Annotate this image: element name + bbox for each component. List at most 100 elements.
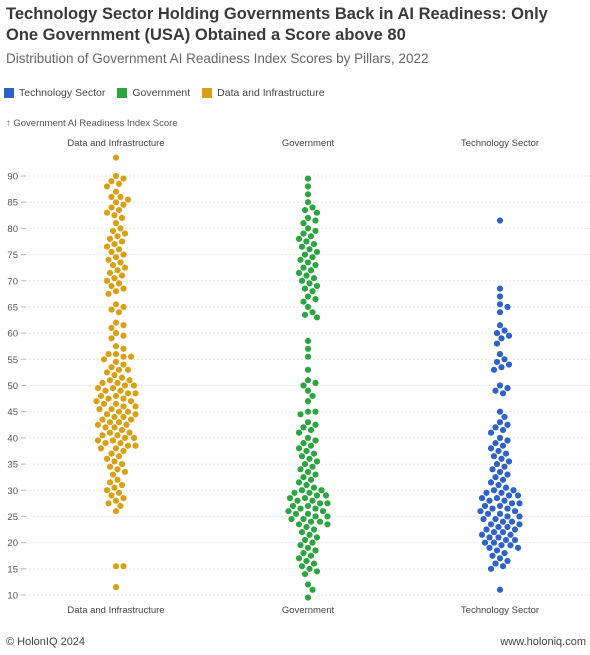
data-point	[111, 413, 118, 421]
data-point	[102, 440, 109, 447]
data-point	[294, 497, 301, 504]
data-point	[112, 400, 120, 407]
data-point	[300, 424, 307, 431]
data-point	[285, 508, 292, 515]
data-point	[508, 518, 516, 525]
data-point	[111, 484, 118, 491]
data-point	[97, 445, 105, 452]
data-point	[492, 474, 499, 481]
data-point	[504, 513, 511, 520]
data-point	[112, 301, 120, 308]
data-point	[304, 337, 312, 345]
data-point	[502, 484, 510, 491]
data-point	[508, 500, 516, 507]
data-point	[312, 421, 319, 428]
y-tick-label: 70	[7, 276, 18, 287]
data-point	[295, 555, 303, 562]
legend-item-data-infrastructure[interactable]: Data and Infrastructure	[202, 87, 325, 99]
data-point	[304, 398, 312, 405]
data-point	[306, 246, 313, 253]
data-point	[312, 295, 319, 303]
data-point	[301, 460, 309, 468]
data-point	[297, 466, 304, 473]
data-point	[288, 515, 295, 523]
data-point	[118, 460, 126, 468]
data-point	[108, 492, 115, 499]
data-point	[121, 382, 129, 389]
y-tick-label: 80	[7, 224, 18, 235]
data-point	[313, 248, 321, 256]
data-point	[120, 403, 127, 410]
data-point	[99, 379, 106, 386]
data-point	[109, 437, 117, 444]
data-point	[499, 563, 507, 570]
data-point	[111, 212, 118, 219]
data-point	[313, 458, 321, 465]
data-point	[120, 175, 127, 182]
data-point	[115, 408, 123, 415]
data-point	[102, 424, 109, 431]
data-point	[112, 350, 120, 358]
data-point	[115, 309, 123, 316]
data-point	[298, 453, 306, 460]
data-point	[306, 565, 313, 572]
category-label-top: Data and Infrastructure	[67, 138, 164, 149]
data-point	[505, 332, 513, 339]
data-point	[298, 277, 306, 284]
data-point	[307, 426, 315, 434]
category-label-top: Government	[282, 138, 335, 149]
data-point	[120, 395, 127, 402]
data-point	[489, 505, 496, 512]
data-point	[489, 466, 496, 473]
data-point	[511, 536, 519, 544]
data-point	[304, 225, 312, 232]
data-point	[108, 282, 115, 290]
data-point	[301, 570, 309, 578]
data-point	[487, 429, 495, 436]
data-point	[120, 322, 127, 329]
data-point	[496, 217, 504, 224]
category-label-bottom: Technology Sector	[461, 605, 539, 616]
y-tick-label: 55	[7, 355, 18, 366]
data-point	[120, 201, 127, 208]
data-point	[477, 508, 484, 515]
data-point	[496, 309, 504, 316]
data-point	[106, 463, 114, 470]
data-point	[109, 471, 117, 478]
y-tick-label: 65	[7, 302, 18, 313]
y-tick-label: 20	[7, 538, 18, 549]
data-point	[105, 350, 112, 358]
data-point	[304, 544, 312, 551]
legend-item-technology-sector[interactable]: Technology Sector	[4, 87, 105, 99]
data-point	[310, 275, 318, 282]
data-point	[304, 345, 312, 352]
data-point	[499, 426, 507, 434]
data-point	[496, 586, 504, 593]
data-point	[109, 227, 117, 235]
data-point	[307, 552, 315, 559]
data-point	[297, 542, 304, 549]
data-point	[123, 421, 130, 428]
y-tick-label: 85	[7, 198, 18, 209]
website-link[interactable]: www.holoniq.com	[500, 636, 586, 648]
data-point	[310, 526, 318, 533]
data-point	[120, 285, 127, 292]
data-point	[496, 350, 504, 358]
data-point	[301, 206, 309, 214]
data-point	[112, 154, 120, 161]
data-point	[514, 544, 522, 551]
data-point	[115, 453, 123, 460]
legend-item-government[interactable]: Government	[117, 87, 190, 99]
data-point	[496, 419, 504, 426]
data-point	[103, 209, 111, 216]
data-point	[111, 371, 118, 379]
data-point	[490, 453, 498, 460]
data-point	[490, 539, 498, 546]
data-point	[306, 489, 313, 496]
data-point	[115, 246, 123, 253]
data-point	[496, 382, 504, 389]
data-point	[307, 518, 315, 525]
data-point	[514, 492, 522, 499]
legend-label: Government	[132, 87, 191, 99]
data-point	[312, 437, 319, 444]
